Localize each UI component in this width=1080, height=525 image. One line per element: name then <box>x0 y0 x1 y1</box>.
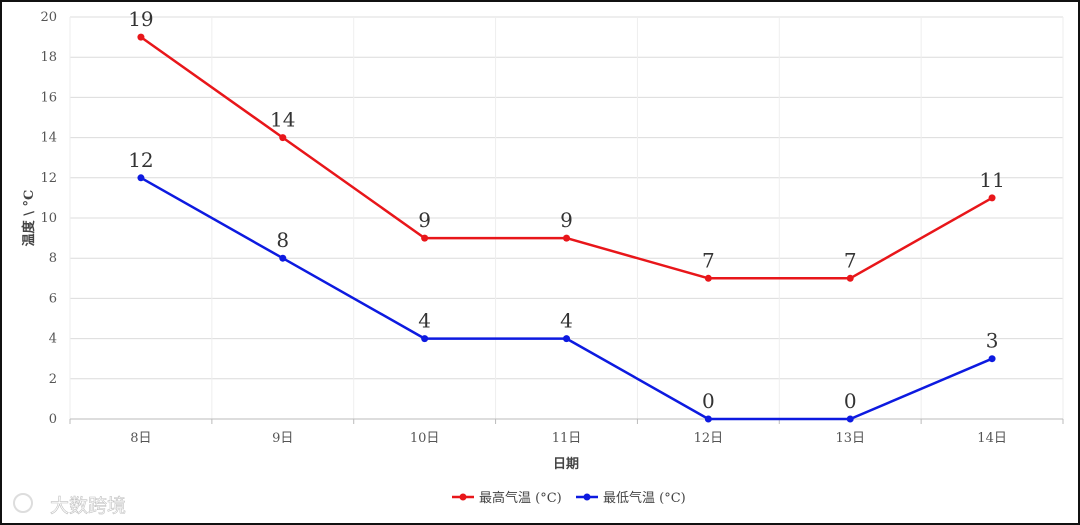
data-point-1[interactable] <box>988 355 996 363</box>
y-tick-label: 10 <box>40 211 57 226</box>
y-tick-label: 2 <box>49 372 57 387</box>
series-group <box>137 33 996 423</box>
data-point-0[interactable] <box>563 234 570 242</box>
x-tick-label: 9日 <box>272 431 293 446</box>
x-tick-label: 13日 <box>835 431 865 446</box>
legend-marker-1 <box>583 493 591 501</box>
x-tick-label: 14日 <box>977 431 1007 446</box>
data-label-1: 8 <box>276 228 289 252</box>
data-label-0: 19 <box>128 7 153 31</box>
legend-label-1[interactable]: 最低气温 (°C) <box>603 490 686 506</box>
data-point-1[interactable] <box>279 254 287 262</box>
watermark: 大数跨境 <box>13 493 126 517</box>
data-label-1: 0 <box>702 389 715 413</box>
data-point-1[interactable] <box>421 335 429 343</box>
data-label-1: 12 <box>128 148 153 172</box>
data-label-0: 7 <box>844 248 857 272</box>
data-label-1: 4 <box>560 309 573 333</box>
y-tick-label: 18 <box>40 50 57 65</box>
data-point-0[interactable] <box>704 274 712 282</box>
x-tick-label: 12日 <box>694 431 724 446</box>
y-axis-ticks: 0 2 4 6 8 10 12 14 16 18 20 <box>40 10 57 427</box>
data-label-1: 3 <box>986 329 999 353</box>
y-tick-label: 4 <box>49 332 57 347</box>
data-label-1: 4 <box>418 309 431 333</box>
watermark-text: 大数跨境 <box>50 495 126 517</box>
x-tick-label: 11日 <box>552 431 582 446</box>
data-label-0: 9 <box>560 208 573 232</box>
data-point-0[interactable] <box>846 274 854 282</box>
legend-marker-0 <box>459 493 467 501</box>
data-labels: 19 14 9 9 7 7 11 12 8 4 4 0 0 3 <box>128 7 1005 413</box>
data-point-1[interactable] <box>846 415 854 423</box>
data-point-0[interactable] <box>988 194 996 202</box>
data-label-0: 11 <box>979 168 1004 192</box>
data-label-0: 14 <box>270 108 295 132</box>
legend-label-0[interactable]: 最高气温 (°C) <box>479 490 562 506</box>
data-point-1[interactable] <box>137 174 145 182</box>
data-point-0[interactable] <box>279 134 287 142</box>
x-axis-ticks: 8日 9日 10日 11日 12日 13日 14日 <box>69 419 1064 446</box>
y-tick-label: 12 <box>40 171 57 186</box>
y-tick-label: 14 <box>40 131 57 146</box>
series-line-0[interactable] <box>140 36 993 280</box>
data-label-0: 9 <box>418 208 431 232</box>
data-point-1[interactable] <box>563 335 570 343</box>
y-axis-title: 温度 \ °C <box>21 190 37 247</box>
data-point-1[interactable] <box>704 415 712 423</box>
y-tick-label: 8 <box>49 251 57 266</box>
y-tick-label: 0 <box>49 412 57 427</box>
data-label-0: 7 <box>702 248 715 272</box>
watermark-logo-icon <box>13 493 33 513</box>
data-label-1: 0 <box>844 389 857 413</box>
y-tick-label: 20 <box>40 10 57 25</box>
y-tick-label: 6 <box>49 291 57 306</box>
legend[interactable]: 最高气温 (°C) 最低气温 (°C) <box>452 490 686 506</box>
x-tick-label: 8日 <box>130 431 151 446</box>
x-axis-title: 日期 <box>553 457 579 472</box>
data-point-0[interactable] <box>421 234 429 242</box>
y-tick-label: 16 <box>40 90 57 105</box>
data-point-0[interactable] <box>137 33 145 41</box>
x-tick-label: 10日 <box>410 431 440 446</box>
